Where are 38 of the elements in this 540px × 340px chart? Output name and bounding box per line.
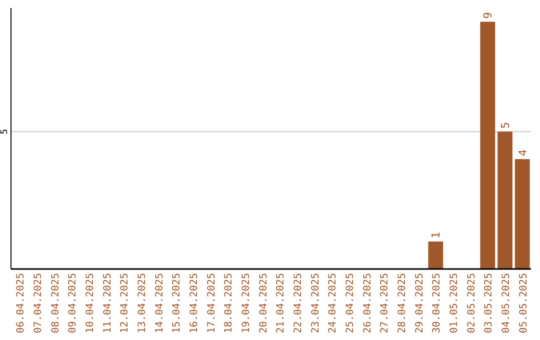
x-tick-label: 30.04.2025 bbox=[432, 273, 443, 334]
x-tick-label: 19.04.2025 bbox=[241, 273, 252, 334]
data-label: 4 bbox=[516, 149, 530, 156]
x-tick-label: 21.04.2025 bbox=[276, 273, 287, 334]
x-tick-label: 04.05.2025 bbox=[501, 273, 512, 334]
bar bbox=[428, 242, 444, 269]
x-tick-label: 02.05.2025 bbox=[466, 273, 478, 334]
x-tick-label: 07.04.2025 bbox=[33, 273, 44, 334]
x-tick-label: 10.04.2025 bbox=[85, 273, 96, 334]
x-tick-label: 17.04.2025 bbox=[206, 273, 218, 334]
x-tick-label: 23.04.2025 bbox=[310, 273, 322, 334]
x-tick-label: 03.05.2025 bbox=[484, 273, 495, 334]
x-tick-label: 09.04.2025 bbox=[68, 273, 79, 334]
x-tick-label: 22.04.2025 bbox=[293, 273, 304, 334]
x-tick-label: 15.04.2025 bbox=[172, 273, 183, 334]
x-tick-label: 24.04.2025 bbox=[328, 273, 339, 334]
x-tick-label: 16.04.2025 bbox=[189, 273, 200, 334]
x-tick-label: 27.04.2025 bbox=[380, 273, 391, 334]
bar bbox=[498, 132, 512, 269]
bar bbox=[480, 22, 496, 269]
x-tick-label: 06.04.2025 bbox=[16, 273, 27, 334]
x-tick-label: 14.04.2025 bbox=[154, 273, 166, 334]
x-tick-label: 11.04.2025 bbox=[102, 273, 114, 334]
x-tick-label: 18.04.2025 bbox=[224, 273, 235, 334]
data-label: 9 bbox=[482, 12, 495, 19]
bar bbox=[514, 159, 530, 269]
x-tick-label: 01.05.2025 bbox=[449, 273, 460, 334]
x-tick-label: 26.04.2025 bbox=[362, 273, 374, 334]
x-tick-label: 12.04.2025 bbox=[120, 273, 131, 334]
x-tick-label: 05.05.2025 bbox=[518, 273, 530, 334]
data-label: 5 bbox=[499, 122, 512, 129]
x-tick-label: 28.04.2025 bbox=[397, 273, 408, 334]
x-tick-label: 29.04.2025 bbox=[414, 273, 426, 334]
x-tick-label: 08.04.2025 bbox=[50, 273, 62, 334]
x-tick-label: 20.04.2025 bbox=[258, 273, 270, 334]
x-tick-label: 13.04.2025 bbox=[137, 273, 148, 334]
data-label: 1 bbox=[430, 232, 443, 239]
x-tick-label: 25.04.2025 bbox=[345, 273, 356, 334]
